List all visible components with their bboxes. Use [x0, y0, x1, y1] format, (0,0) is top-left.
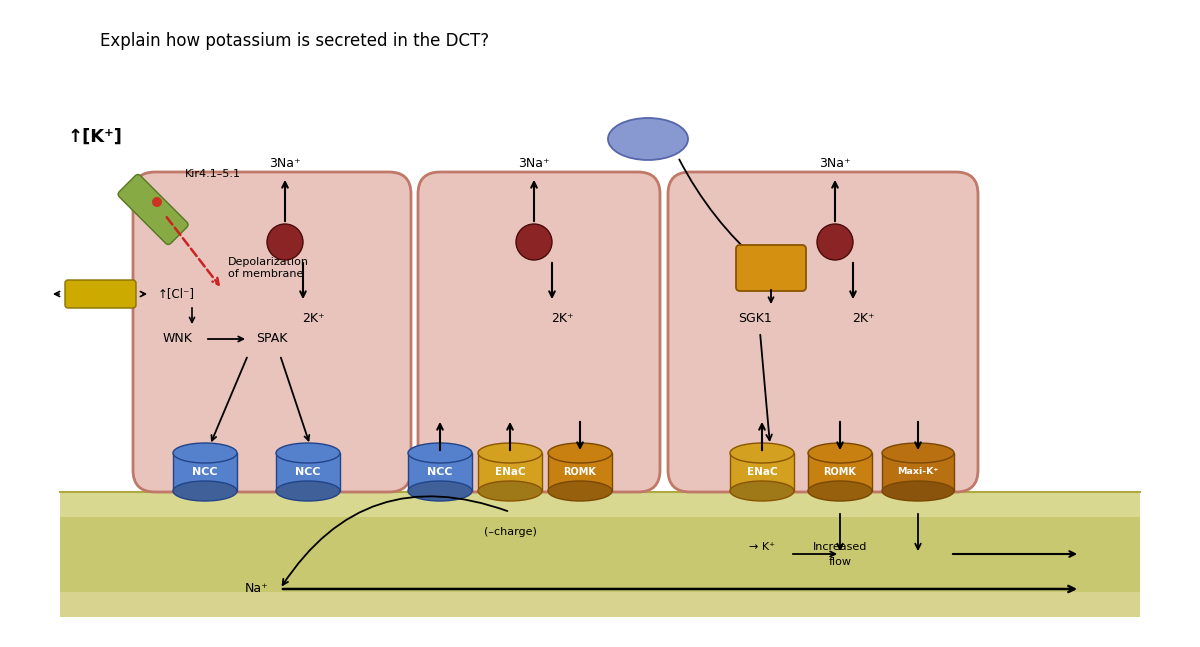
- Circle shape: [817, 224, 853, 260]
- Text: NCC: NCC: [427, 467, 452, 477]
- Text: Maxi-K⁺: Maxi-K⁺: [898, 468, 938, 476]
- Text: ↑[K⁺]: ↑[K⁺]: [68, 128, 122, 146]
- Ellipse shape: [608, 118, 688, 160]
- Text: 2K⁺: 2K⁺: [852, 312, 875, 325]
- Text: flow: flow: [828, 557, 852, 567]
- Text: 3Na⁺: 3Na⁺: [820, 157, 851, 170]
- Text: NCC: NCC: [295, 467, 320, 477]
- Bar: [60, 592, 1140, 617]
- Ellipse shape: [276, 481, 340, 501]
- Bar: [808, 453, 872, 491]
- FancyBboxPatch shape: [118, 175, 188, 245]
- Ellipse shape: [173, 443, 238, 463]
- Circle shape: [152, 197, 162, 207]
- Bar: [478, 453, 542, 491]
- Text: ROMK: ROMK: [564, 467, 596, 477]
- FancyBboxPatch shape: [65, 280, 136, 308]
- Text: WNK: WNK: [163, 333, 193, 345]
- Text: ENaC: ENaC: [494, 467, 526, 477]
- FancyBboxPatch shape: [418, 172, 660, 492]
- Text: (–charge): (–charge): [484, 527, 536, 537]
- Ellipse shape: [882, 443, 954, 463]
- Text: 3Na⁺: 3Na⁺: [518, 157, 550, 170]
- Text: Na⁺: Na⁺: [245, 582, 269, 595]
- FancyBboxPatch shape: [668, 172, 978, 492]
- Ellipse shape: [478, 481, 542, 501]
- Ellipse shape: [730, 443, 794, 463]
- Text: → K⁺: → K⁺: [749, 542, 775, 552]
- Text: NCC: NCC: [192, 467, 217, 477]
- Text: ↑[Cl⁻]: ↑[Cl⁻]: [158, 287, 194, 300]
- Bar: [408, 453, 472, 491]
- Ellipse shape: [408, 443, 472, 463]
- Text: Increased: Increased: [812, 542, 868, 552]
- Ellipse shape: [408, 481, 472, 501]
- Text: Aldo: Aldo: [634, 133, 662, 146]
- Bar: [173, 453, 238, 491]
- Bar: [548, 453, 612, 491]
- Ellipse shape: [808, 443, 872, 463]
- Text: Explain how potassium is secreted in the DCT?: Explain how potassium is secreted in the…: [100, 32, 490, 50]
- Text: 2K⁺: 2K⁺: [551, 312, 574, 325]
- Text: ROMK: ROMK: [823, 467, 857, 477]
- Ellipse shape: [548, 443, 612, 463]
- Bar: [60, 502, 1140, 617]
- Text: 3Na⁺: 3Na⁺: [269, 157, 301, 170]
- Ellipse shape: [173, 481, 238, 501]
- Text: Kir4.1–5.1: Kir4.1–5.1: [185, 169, 241, 179]
- Bar: [60, 492, 1140, 517]
- FancyBboxPatch shape: [133, 172, 410, 492]
- Bar: [882, 453, 954, 491]
- Text: 2K⁺: 2K⁺: [301, 312, 324, 325]
- Text: Depolarization
of membrane: Depolarization of membrane: [228, 257, 310, 279]
- Ellipse shape: [730, 481, 794, 501]
- Ellipse shape: [882, 481, 954, 501]
- Text: MR: MR: [758, 261, 784, 275]
- Ellipse shape: [548, 481, 612, 501]
- Ellipse shape: [276, 443, 340, 463]
- Circle shape: [516, 224, 552, 260]
- Bar: [276, 453, 340, 491]
- Text: SPAK: SPAK: [257, 333, 288, 345]
- Circle shape: [266, 224, 302, 260]
- Text: SGK1: SGK1: [738, 313, 772, 325]
- Bar: [730, 453, 794, 491]
- Ellipse shape: [478, 443, 542, 463]
- Ellipse shape: [808, 481, 872, 501]
- Text: ENaC: ENaC: [746, 467, 778, 477]
- FancyBboxPatch shape: [736, 245, 806, 291]
